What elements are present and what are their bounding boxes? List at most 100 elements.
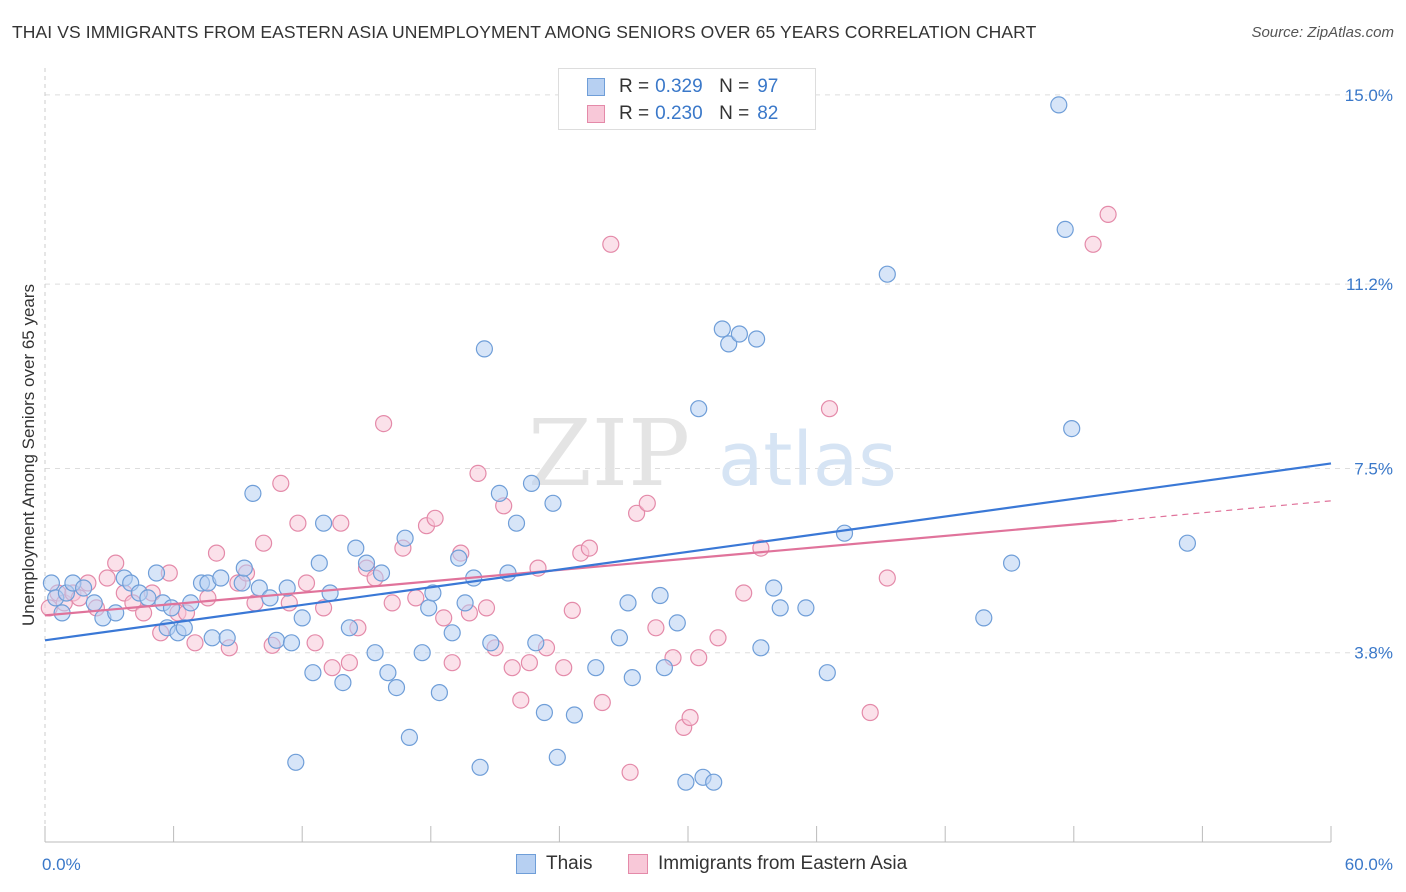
thais-point	[162, 599, 181, 617]
thais-point	[835, 524, 854, 542]
thais-point	[668, 614, 686, 632]
thais-point	[334, 673, 352, 692]
bottom-legend-thais[interactable]: Thais	[516, 852, 592, 876]
thais-point	[878, 265, 896, 283]
thais-point	[475, 340, 493, 358]
thais-point	[522, 474, 541, 492]
thais-point	[1063, 420, 1081, 438]
thais-point	[1178, 534, 1197, 552]
thais-point	[655, 659, 674, 677]
thais-point	[387, 678, 406, 697]
immigrants-point	[435, 609, 453, 627]
thais-point	[400, 728, 418, 747]
thais-point	[203, 629, 221, 647]
immigrants-point	[647, 619, 665, 637]
thais-point	[565, 706, 584, 724]
thais-point	[175, 619, 193, 637]
immigrants-point	[443, 654, 461, 672]
thais-points	[42, 96, 1197, 791]
thais-point	[278, 579, 296, 597]
thais-point	[975, 609, 993, 627]
n-value: 82	[757, 103, 779, 124]
thais-point	[482, 634, 500, 652]
thais-point	[443, 624, 461, 642]
legend-row-immigrants: R = 0.230 N = 82	[587, 102, 778, 126]
chart-source: Source: ZipAtlas.com	[1251, 24, 1394, 41]
thais-point	[321, 584, 339, 602]
thais-point	[1002, 554, 1021, 572]
thais-point	[244, 484, 262, 502]
immigrants-point	[186, 634, 204, 652]
thais-point	[107, 604, 125, 622]
thais-point	[340, 619, 358, 637]
thais-point	[535, 703, 554, 722]
trend-lines	[44, 462, 1332, 642]
thais-point	[218, 629, 236, 647]
thais-point	[720, 335, 738, 353]
immigrants-point	[98, 569, 116, 587]
immigrants-point	[627, 504, 646, 522]
thais-point	[713, 320, 731, 338]
thais-point	[372, 564, 391, 582]
thais-point	[548, 748, 566, 766]
immigrants-point	[207, 544, 226, 562]
thais-point	[730, 325, 749, 343]
thais-point	[690, 400, 708, 418]
thais-point	[42, 574, 61, 592]
watermark-zip: ZIP	[528, 400, 690, 507]
immigrants-swatch	[628, 854, 648, 874]
immigrants-point	[520, 654, 539, 672]
immigrants-point	[477, 599, 496, 617]
thais-point	[293, 609, 311, 627]
tick-labels: 3.8% 7.5% 11.2% 15.0% 0.0% 60.0%	[42, 86, 1393, 874]
x-tick-label-min: 0.0%	[42, 855, 81, 874]
thais-point	[587, 659, 605, 677]
immigrants-point	[709, 629, 727, 647]
thais-point	[765, 579, 783, 597]
immigrants-trend-line	[44, 519, 1117, 617]
immigrants-point	[563, 601, 581, 620]
thais-point	[747, 330, 766, 348]
bottom-legend-thais-label: Thais	[546, 853, 593, 874]
immigrants-points	[40, 205, 1117, 781]
r-value: 0.329	[655, 76, 703, 97]
immigrants-point	[297, 574, 316, 592]
thais-point	[287, 753, 305, 771]
thais-point	[147, 564, 166, 582]
n-label: N =	[719, 103, 750, 124]
chart-title: THAI VS IMMIGRANTS FROM EASTERN ASIA UNE…	[12, 22, 1037, 42]
immigrants-point	[469, 464, 487, 482]
thais-trend-line	[44, 462, 1332, 642]
immigrants-point	[306, 634, 324, 652]
n-value: 97	[757, 76, 779, 97]
y-tick-label: 11.2%	[1346, 275, 1393, 294]
bottom-legend-immigrants[interactable]: Immigrants from Eastern Asia	[628, 852, 907, 876]
thais-point	[212, 569, 230, 587]
immigrants-point	[735, 584, 753, 602]
thais-point	[818, 664, 836, 682]
thais-point	[261, 589, 279, 607]
immigrants-point	[323, 659, 341, 677]
thais-point	[490, 484, 508, 502]
immigrants-point	[638, 494, 656, 512]
immigrants-point	[878, 569, 896, 587]
immigrants-point	[340, 654, 358, 672]
immigrants-point	[512, 691, 530, 709]
immigrants-point	[503, 659, 521, 677]
immigrants-point	[332, 514, 350, 532]
thais-point	[623, 668, 641, 687]
axes	[44, 68, 1332, 843]
thais-swatch	[516, 854, 536, 874]
immigrants-swatch	[587, 105, 605, 123]
r-value: 0.230	[655, 103, 703, 124]
immigrants-point	[621, 763, 639, 781]
thais-point	[752, 639, 770, 657]
thais-point	[507, 514, 526, 532]
immigrants-point	[383, 594, 401, 612]
thais-point	[379, 664, 397, 682]
thais-point	[357, 554, 376, 572]
thais-point	[456, 594, 474, 612]
thais-point	[430, 683, 448, 702]
thais-point	[233, 574, 251, 592]
